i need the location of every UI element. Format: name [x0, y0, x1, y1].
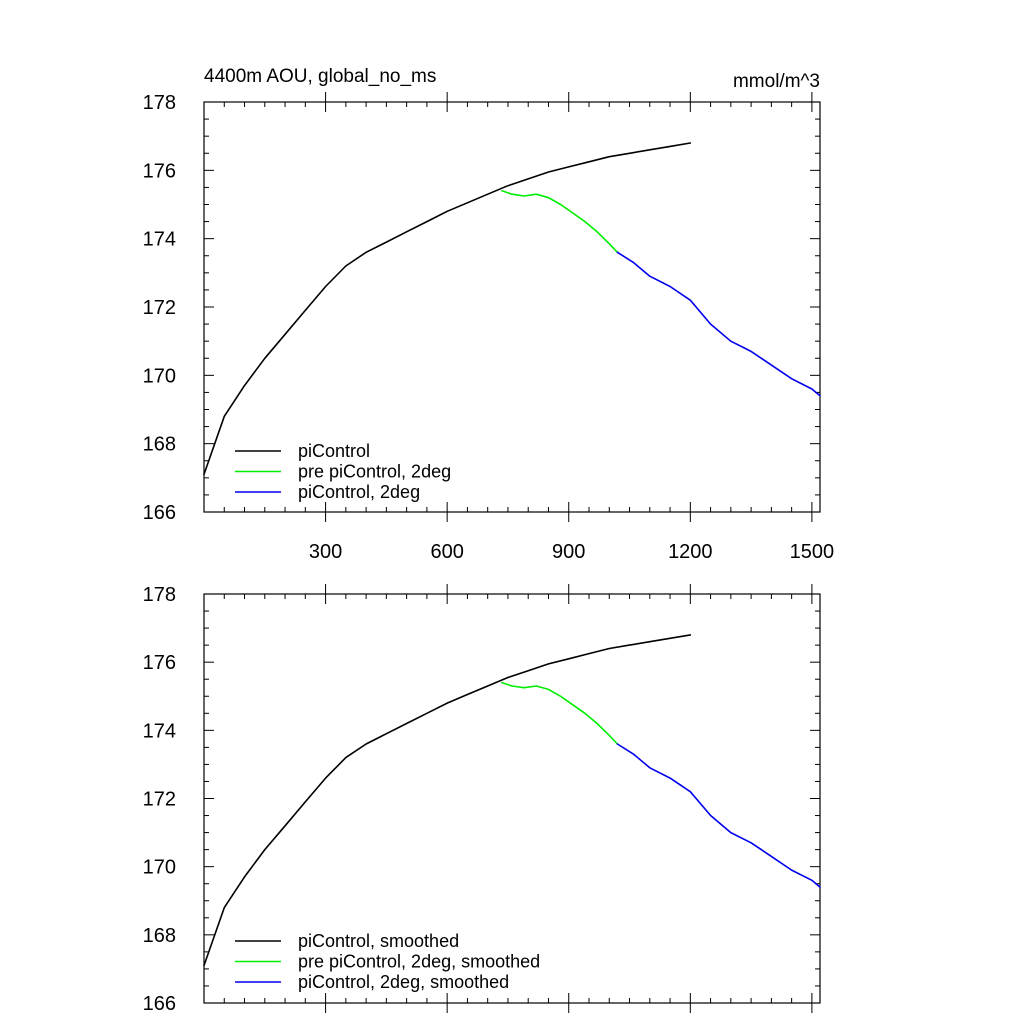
y-tick-label: 172 — [143, 789, 176, 811]
series-line-1 — [203, 634, 692, 967]
x-tick-label: 1200 — [668, 541, 713, 563]
chart-title-left: 4400m AOU, global_no_ms — [204, 66, 436, 87]
chart-panel-bottom: 166 168 170 172 174 176 178 piControl, smoothed… — [143, 584, 821, 1015]
series-line-3 — [616, 251, 821, 397]
legend-label: piControl — [298, 441, 370, 461]
series-line-3 — [616, 743, 821, 888]
x-tick-label: 600 — [430, 541, 463, 563]
y-tick-label: 174 — [143, 229, 176, 251]
x-tick-label: 1500 — [790, 541, 835, 563]
y-tick-label: 170 — [143, 857, 176, 879]
x-tick-label: 900 — [552, 541, 585, 563]
y-tick-label: 178 — [143, 584, 176, 606]
legend-label: piControl, 2deg — [298, 482, 420, 502]
chart-panel-top: 4400m AOU, global_no_ms mmol/m^3 300 600 9… — [143, 66, 835, 563]
y-tick-label: 176 — [143, 160, 176, 182]
series-line-2 — [501, 190, 619, 254]
y-tick-label: 172 — [143, 297, 176, 319]
y-tick-label: 176 — [143, 652, 176, 674]
y-tick-label: 168 — [143, 434, 176, 456]
series-line-2 — [501, 681, 619, 745]
chart-units-label: mmol/m^3 — [733, 71, 820, 92]
y-tick-label: 170 — [143, 365, 176, 387]
legend-label: pre piControl, 2deg — [298, 462, 451, 482]
series-line-1 — [203, 142, 692, 476]
y-tick-label: 166 — [143, 502, 176, 524]
y-tick-label: 178 — [143, 92, 176, 114]
x-tick-label: 300 — [309, 541, 342, 563]
y-tick-label: 168 — [143, 925, 176, 947]
legend-label: piControl, smoothed — [298, 931, 459, 951]
plot-frame — [203, 101, 821, 513]
legend-label: pre piControl, 2deg, smoothed — [298, 952, 540, 972]
y-tick-label: 174 — [143, 720, 176, 742]
plot-frame — [203, 593, 821, 1004]
legend-label: piControl, 2deg, smoothed — [298, 972, 509, 992]
y-tick-label: 166 — [143, 993, 176, 1015]
